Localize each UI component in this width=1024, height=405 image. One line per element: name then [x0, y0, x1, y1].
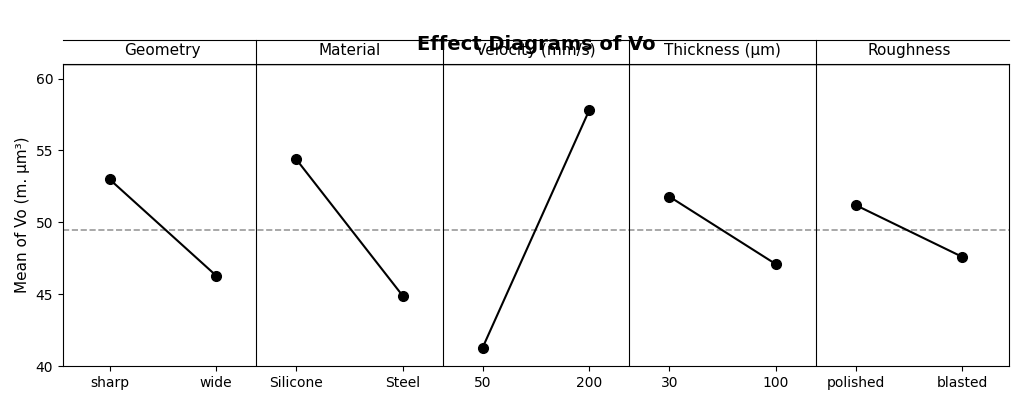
Text: Material: Material	[318, 43, 381, 58]
Text: Velocity (mm/s): Velocity (mm/s)	[476, 43, 596, 58]
Text: Thickness (μm): Thickness (μm)	[665, 43, 781, 58]
Y-axis label: Mean of Vo (m. μm³): Mean of Vo (m. μm³)	[15, 137, 30, 294]
Text: Geometry: Geometry	[125, 43, 201, 58]
Text: Roughness: Roughness	[867, 43, 951, 58]
Title: Effect Diagrams of Vo: Effect Diagrams of Vo	[417, 35, 655, 54]
